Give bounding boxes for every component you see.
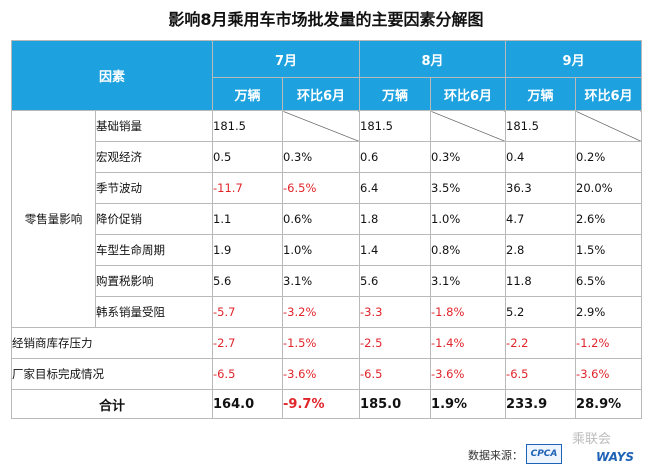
value-cell: 5.6 — [212, 265, 284, 297]
value-cell: -2.2 — [505, 327, 577, 359]
value-cell: -5.7 — [212, 296, 284, 328]
value-cell: 2.8 — [505, 234, 577, 266]
value-cell: 1.9 — [212, 234, 284, 266]
value-cell: 1.8 — [359, 203, 432, 235]
value-cell: -6.5% — [282, 172, 361, 204]
value-cell: -3.6% — [575, 358, 643, 390]
value-cell: 164.0 — [212, 389, 284, 419]
header-unit: 万辆 — [212, 77, 284, 111]
value-cell: 2.6% — [575, 203, 643, 235]
value-cell: 5.6 — [359, 265, 432, 297]
factor-table: 因素 7月 8月 9月 万辆 环比6月 万辆 环比6月 万辆 环比6月 零售量影… — [10, 40, 643, 419]
value-cell: -1.2% — [575, 327, 643, 359]
value-cell: 185.0 — [359, 389, 432, 419]
value-cell: 36.3 — [505, 172, 577, 204]
table-row: 经销商库存压力 -2.7 -1.5% -2.5 -1.4% -2.2 -1.2% — [10, 327, 643, 359]
factor-name: 厂家目标完成情况 — [10, 358, 214, 390]
table-row: 宏观经济 0.5 0.3% 0.6 0.3% 0.4 0.2% — [12, 141, 643, 173]
value-cell: 2.9% — [575, 296, 643, 328]
value-cell: -3.2% — [282, 296, 361, 328]
value-cell: 6.5% — [575, 265, 643, 297]
value-cell: -6.5 — [212, 358, 284, 390]
cpca-logo: CPCA — [526, 444, 562, 464]
value-cell: 1.0% — [282, 234, 361, 266]
value-cell: -2.7 — [212, 327, 284, 359]
value-cell: -6.5 — [505, 358, 577, 390]
total-label: 合计 — [10, 389, 214, 419]
value-cell — [282, 110, 361, 142]
value-cell — [430, 110, 507, 142]
header-mom: 环比6月 — [575, 77, 643, 111]
table-row: 厂家目标完成情况 -6.5 -3.6% -6.5 -3.6% -6.5 -3.6% — [10, 358, 643, 390]
value-cell: 3.1% — [282, 265, 361, 297]
value-cell: 0.3% — [282, 141, 361, 173]
value-cell: 1.0% — [430, 203, 507, 235]
header-month-aug: 8月 — [359, 40, 507, 78]
header-factor: 因素 — [10, 40, 214, 111]
value-cell: -1.8% — [430, 296, 507, 328]
value-cell: 181.5 — [359, 110, 432, 142]
table-row: 韩系销量受阻 -5.7 -3.2% -3.3 -1.8% 5.2 2.9% — [12, 296, 643, 328]
value-cell: -6.5 — [359, 358, 432, 390]
value-cell: 0.4 — [505, 141, 577, 173]
value-cell: 0.2% — [575, 141, 643, 173]
value-cell: 1.1 — [212, 203, 284, 235]
page-title: 影响8月乘用车市场批发量的主要因素分解图 — [168, 10, 484, 29]
value-cell: -9.7% — [282, 389, 361, 419]
value-cell: 0.6% — [282, 203, 361, 235]
value-cell: -3.3 — [359, 296, 432, 328]
value-cell: 11.8 — [505, 265, 577, 297]
ways-logo: WAYS — [596, 450, 635, 464]
table-row: 降价促销 1.1 0.6% 1.8 1.0% 4.7 2.6% — [12, 203, 643, 235]
table-row: 车型生命周期 1.9 1.0% 1.4 0.8% 2.8 1.5% — [12, 234, 643, 266]
value-cell: 1.9% — [430, 389, 507, 419]
value-cell: 1.4 — [359, 234, 432, 266]
header-unit: 万辆 — [359, 77, 432, 111]
factor-name: 购置税影响 — [94, 265, 214, 297]
header-unit: 万辆 — [505, 77, 577, 111]
value-cell: 4.7 — [505, 203, 577, 235]
source-label: 数据来源： — [468, 449, 523, 462]
value-cell: 181.5 — [212, 110, 284, 142]
value-cell: 28.9% — [575, 389, 643, 419]
value-cell: 0.3% — [430, 141, 507, 173]
factor-name: 韩系销量受阻 — [94, 296, 214, 328]
factor-name: 降价促销 — [94, 203, 214, 235]
header-mom: 环比6月 — [430, 77, 507, 111]
group-label-retail: 零售量影响 — [11, 110, 96, 328]
value-cell: -3.6% — [430, 358, 507, 390]
value-cell: 6.4 — [359, 172, 432, 204]
value-cell: -11.7 — [212, 172, 284, 204]
value-cell: 3.5% — [430, 172, 507, 204]
header-month-jul: 7月 — [212, 40, 361, 78]
header-mom: 环比6月 — [282, 77, 361, 111]
header-month-sep: 9月 — [505, 40, 643, 78]
value-cell: 0.5 — [212, 141, 284, 173]
factor-name: 车型生命周期 — [94, 234, 214, 266]
factor-name: 季节波动 — [94, 172, 214, 204]
value-cell: 5.2 — [505, 296, 577, 328]
factor-name: 宏观经济 — [94, 141, 214, 173]
factor-name: 经销商库存压力 — [10, 327, 214, 359]
factor-name: 基础销量 — [94, 110, 214, 142]
total-row: 合计 164.0 -9.7% 185.0 1.9% 233.9 28.9% — [10, 389, 643, 419]
value-cell: -3.6% — [282, 358, 361, 390]
value-cell: 0.6 — [359, 141, 432, 173]
value-cell: -1.4% — [430, 327, 507, 359]
value-cell: -2.5 — [359, 327, 432, 359]
value-cell: 20.0% — [575, 172, 643, 204]
value-cell: 3.1% — [430, 265, 507, 297]
value-cell: 0.8% — [430, 234, 507, 266]
table-row: 购置税影响 5.6 3.1% 5.6 3.1% 11.8 6.5% — [12, 265, 643, 297]
value-cell: -1.5% — [282, 327, 361, 359]
value-cell: 233.9 — [505, 389, 577, 419]
value-cell: 181.5 — [505, 110, 577, 142]
table-row: 季节波动 -11.7 -6.5% 6.4 3.5% 36.3 20.0% — [12, 172, 643, 204]
value-cell: 1.5% — [575, 234, 643, 266]
table-row: 零售量影响 基础销量 181.5 181.5 181.5 — [11, 110, 643, 328]
value-cell — [575, 110, 643, 142]
watermark: 乘联会 — [572, 432, 612, 447]
